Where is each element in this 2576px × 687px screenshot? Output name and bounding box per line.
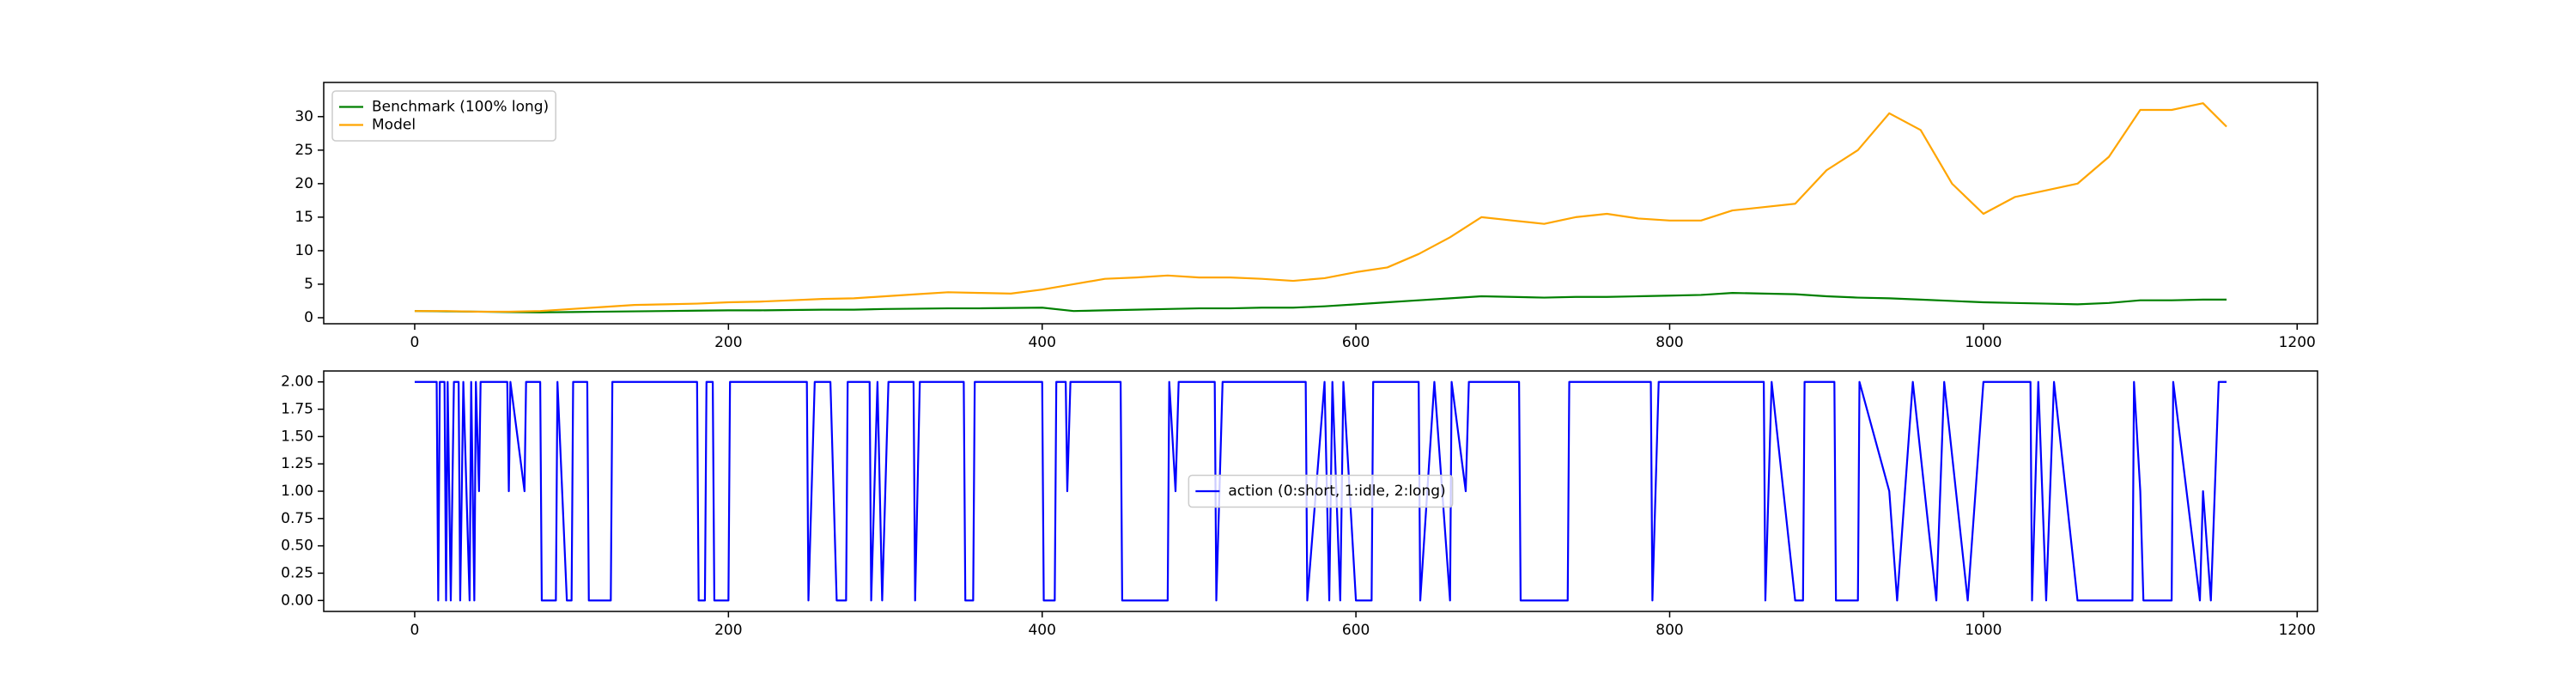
y-tick-label: 0.75	[281, 510, 313, 527]
x-tick-label: 1000	[1965, 622, 2002, 639]
x-tick-label: 600	[1342, 622, 1370, 639]
legend: Benchmark (100% long)Model	[331, 90, 556, 142]
y-tick-label: 0	[304, 309, 313, 326]
legend-box	[1188, 474, 1454, 508]
y-tick-label: 1.25	[281, 455, 313, 472]
x-tick-label: 800	[1656, 334, 1683, 351]
y-tick-label: 1.50	[281, 428, 313, 445]
y-tick-label: 2.00	[281, 374, 313, 391]
legend: action (0:short, 1:idle, 2:long)	[1188, 474, 1454, 508]
y-tick-label: 30	[295, 108, 313, 125]
x-tick-label: 400	[1028, 334, 1055, 351]
legend-label: Benchmark (100% long)	[372, 99, 549, 116]
y-tick-label: 10	[295, 242, 313, 259]
x-tick-label: 1200	[2279, 622, 2316, 639]
x-tick-label: 1000	[1965, 334, 2002, 351]
x-tick-label: 400	[1028, 622, 1055, 639]
x-tick-label: 200	[714, 622, 742, 639]
x-tick-label: 1200	[2279, 334, 2316, 351]
y-tick-label: 5	[304, 276, 313, 293]
series-line	[414, 102, 2227, 313]
y-tick-label: 0.25	[281, 564, 313, 581]
x-tick-label: 0	[410, 622, 420, 639]
y-tick-label: 0.50	[281, 538, 313, 555]
y-tick-label: 15	[295, 209, 313, 226]
y-tick-label: 1.75	[281, 401, 313, 418]
series-line	[414, 291, 2227, 313]
x-tick-label: 200	[714, 334, 742, 351]
y-tick-label: 25	[295, 142, 313, 159]
y-tick-label: 0.00	[281, 592, 313, 609]
legend-label: action (0:short, 1:idle, 2:long)	[1228, 483, 1445, 500]
x-tick-label: 0	[410, 334, 420, 351]
series-line	[414, 380, 2227, 602]
legend-box	[331, 90, 556, 142]
y-tick-label: 20	[295, 175, 313, 192]
axes-frame	[323, 82, 2318, 325]
legend-label: Model	[372, 117, 416, 134]
x-tick-label: 600	[1342, 334, 1370, 351]
y-tick-label: 1.00	[281, 483, 313, 500]
x-tick-label: 800	[1656, 622, 1683, 639]
